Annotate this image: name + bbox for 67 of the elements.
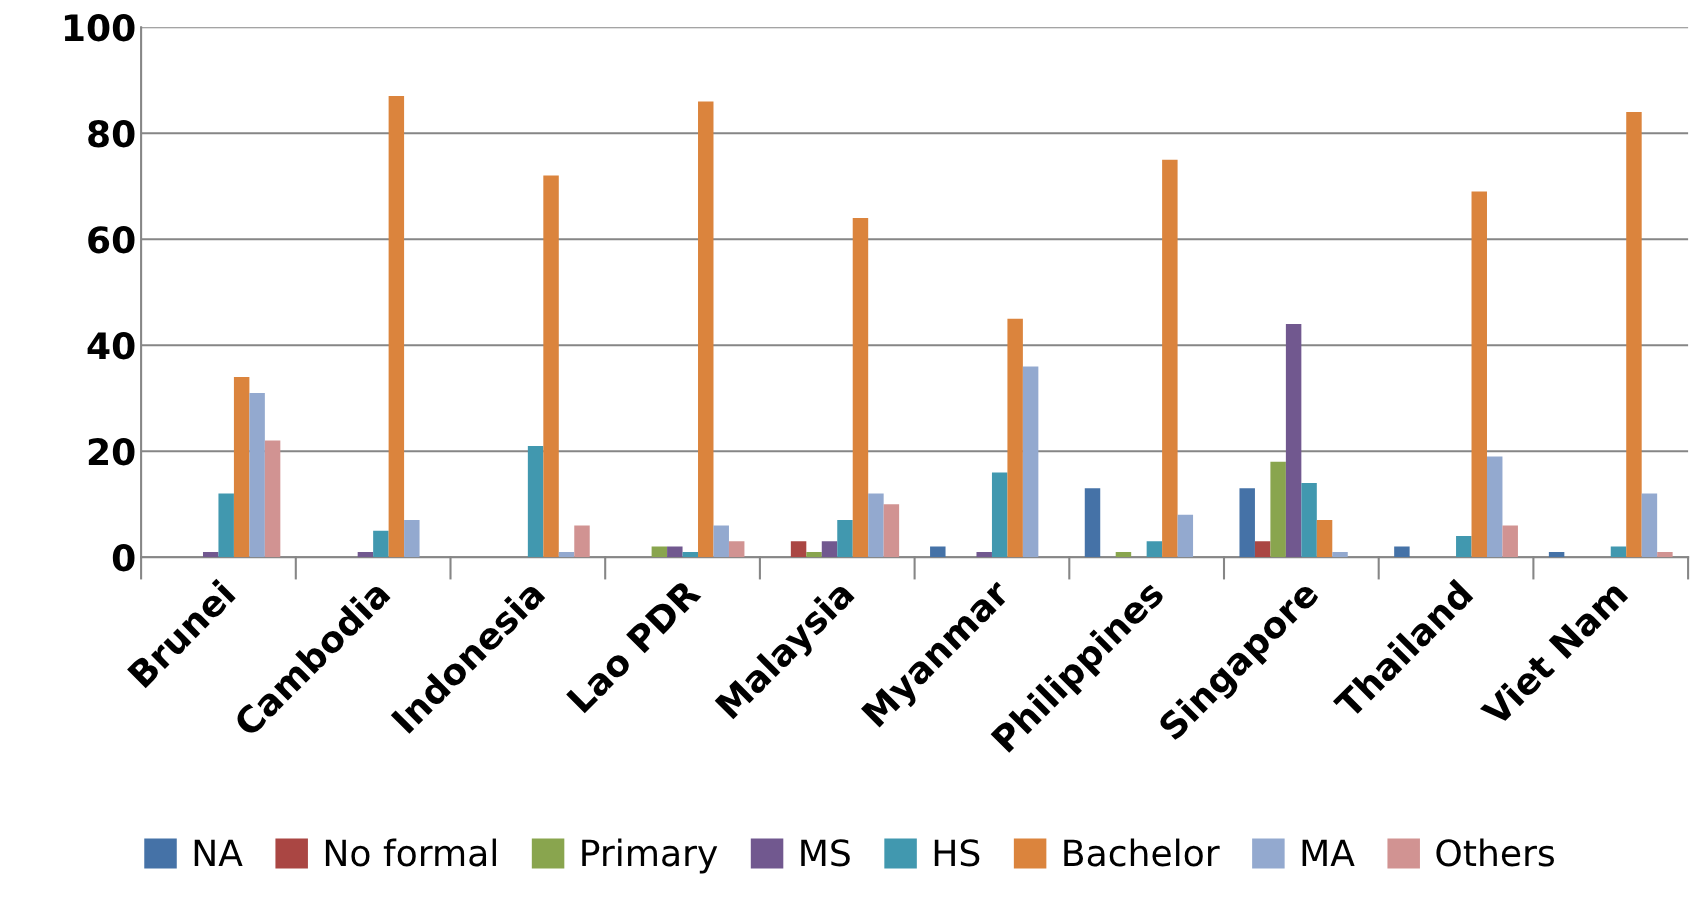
- legend-label: MS: [801, 839, 850, 867]
- y-tick-label: 80: [88, 120, 135, 148]
- bar: [543, 175, 559, 558]
- bar: [218, 493, 234, 558]
- legend-label: No formal: [325, 838, 496, 867]
- bar: [868, 493, 884, 558]
- bar: [1316, 520, 1333, 558]
- bar: [1486, 456, 1503, 558]
- bar: [1162, 159, 1178, 558]
- bar: [388, 96, 405, 558]
- bar: [404, 520, 420, 558]
- bar: [1007, 318, 1023, 558]
- bar: [806, 551, 822, 558]
- bar: [1657, 551, 1673, 558]
- bar: [667, 546, 683, 558]
- bar: [249, 392, 265, 558]
- bar: [558, 551, 575, 558]
- bar: [1254, 541, 1271, 558]
- bar: [574, 525, 590, 558]
- bar: [852, 217, 869, 558]
- bar: [202, 551, 219, 558]
- legend-label: MA: [1302, 839, 1355, 866]
- bar: [1502, 525, 1518, 558]
- bar: [1084, 488, 1101, 558]
- bar: [264, 440, 281, 558]
- bar: [1332, 551, 1348, 558]
- bar: [698, 101, 714, 558]
- bar: [1177, 514, 1194, 558]
- y-tick-label: 0: [112, 544, 135, 572]
- bar: [1456, 535, 1472, 558]
- bar: [1146, 541, 1163, 558]
- bar: [682, 551, 699, 558]
- bar: [1471, 191, 1487, 558]
- bar: [1239, 488, 1255, 558]
- bar: [1610, 546, 1627, 558]
- y-tick-label: 40: [87, 332, 135, 360]
- bar: [651, 546, 668, 558]
- bar: [1394, 546, 1410, 558]
- bar: [821, 541, 838, 558]
- y-tick-label: 100: [64, 14, 135, 42]
- legend-label: Bachelor: [1064, 838, 1220, 867]
- bar: [883, 504, 900, 558]
- bar: [1548, 551, 1565, 558]
- bar: [991, 472, 1008, 558]
- bar: [1022, 366, 1039, 558]
- bar: [357, 551, 374, 558]
- bar: [790, 541, 807, 558]
- legend-label: Others: [1436, 838, 1554, 867]
- bar: [1115, 551, 1132, 558]
- bar: [1641, 493, 1658, 558]
- bar: [373, 530, 389, 558]
- legend-label: Primary: [582, 838, 718, 874]
- bar: [1285, 323, 1302, 558]
- bar: [976, 551, 992, 558]
- y-tick-label: 20: [88, 438, 135, 466]
- bar: [930, 546, 946, 558]
- bar: [527, 445, 544, 558]
- bar: [837, 520, 853, 558]
- legend-label: NA: [194, 839, 243, 866]
- bar: [1626, 111, 1642, 558]
- legend-label: HS: [934, 839, 980, 867]
- bar: [233, 376, 250, 558]
- bar: [1301, 482, 1317, 558]
- bar: [1270, 461, 1286, 558]
- bar: [728, 541, 745, 558]
- y-tick-label: 60: [88, 226, 135, 254]
- bar: [713, 525, 729, 558]
